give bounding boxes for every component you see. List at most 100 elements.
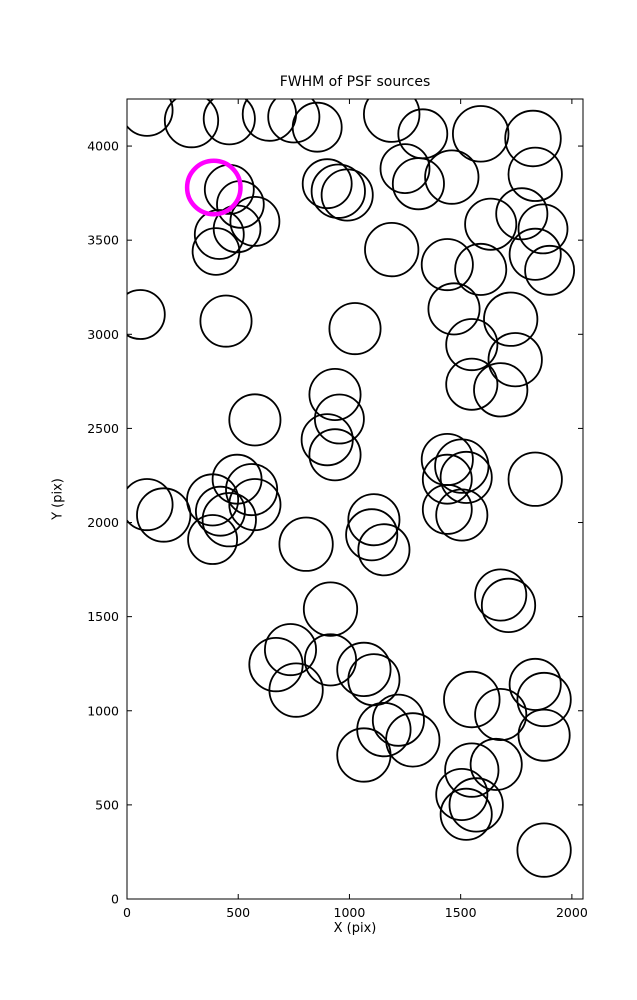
- psf-circle: [229, 195, 281, 247]
- psf-circle: [302, 581, 359, 637]
- psf-circle: [136, 487, 192, 543]
- psf-circle: [469, 737, 523, 791]
- psf-circle: [421, 453, 473, 505]
- psf-circle: [508, 657, 562, 711]
- psf-circle: [427, 282, 481, 336]
- psf-circle: [483, 291, 539, 347]
- psf-circle: [357, 523, 411, 577]
- psf-circle: [524, 244, 575, 296]
- psf-circle: [421, 483, 473, 535]
- psf-circle: [301, 158, 353, 210]
- psf-circle: [474, 688, 528, 742]
- psf-circle: [473, 362, 529, 418]
- psf-circle: [454, 242, 508, 296]
- psf-circle: [291, 101, 343, 153]
- psf-circle: [127, 289, 166, 340]
- psf-circle: [263, 623, 317, 677]
- psf-circle: [199, 294, 253, 348]
- psf-circle: [191, 227, 241, 276]
- psf-circle: [379, 143, 431, 195]
- psf-circle: [310, 163, 366, 219]
- psf-circle: [193, 209, 245, 260]
- y-tick-label: 1500: [87, 609, 119, 624]
- psf-circle: [480, 577, 537, 634]
- psf-circle: [424, 149, 480, 205]
- psf-circle: [313, 393, 365, 445]
- y-tick-label: 500: [95, 797, 119, 812]
- psf-circle: [202, 99, 256, 146]
- axes-box: [126, 98, 584, 900]
- psf-circle: [495, 187, 549, 241]
- x-tick-label: 500: [226, 905, 250, 920]
- psf-circle: [163, 99, 220, 149]
- psf-circle: [347, 653, 401, 707]
- y-tick-label: 2500: [87, 421, 119, 436]
- psf-circle: [328, 302, 382, 356]
- psf-circle: [127, 99, 174, 137]
- plot-title: FWHM of PSF sources: [279, 74, 431, 90]
- x-axis-label: X (pix): [333, 921, 377, 936]
- data-layer: [127, 99, 575, 878]
- psf-circle: [448, 777, 504, 833]
- psf-circle: [201, 492, 257, 548]
- psf-circle: [464, 197, 518, 251]
- psf-circle: [336, 641, 392, 698]
- psf-circle: [435, 768, 489, 822]
- psf-circle: [303, 633, 357, 687]
- psf-circle: [267, 99, 321, 144]
- psf-circle: [320, 168, 374, 222]
- psf-circle: [507, 451, 563, 507]
- psf-circle: [248, 636, 304, 693]
- psf-circle: [504, 109, 562, 168]
- psf-circle: [356, 701, 412, 758]
- psf-circle: [228, 393, 282, 447]
- psf-circle: [127, 478, 174, 532]
- x-tick-label: 0: [123, 905, 131, 920]
- psf-circle: [507, 146, 563, 202]
- psf-circle: [371, 693, 425, 747]
- psf-circle: [186, 473, 240, 527]
- psf-circle: [225, 463, 279, 517]
- psf-circle: [194, 485, 246, 537]
- psf-circle: [268, 662, 324, 718]
- y-tick-label: 3500: [87, 233, 119, 248]
- psf-circle: [420, 238, 474, 292]
- psf-circle: [517, 203, 569, 255]
- x-tick-label: 2000: [556, 905, 588, 920]
- psf-circle: [228, 478, 282, 532]
- psf-circle: [516, 671, 572, 728]
- psf-circle: [474, 568, 528, 622]
- psf-circle: [439, 450, 493, 504]
- psf-circle: [278, 516, 334, 572]
- psf-circle: [241, 99, 297, 142]
- psf-circle: [364, 222, 420, 278]
- y-tick-label: 4000: [87, 139, 119, 154]
- y-tick-label: 1000: [87, 703, 119, 718]
- psf-circle: [517, 708, 571, 762]
- psf-circle: [308, 367, 362, 421]
- psf-circle: [385, 712, 441, 768]
- psf-circle: [445, 318, 499, 372]
- psf-circle: [363, 99, 421, 143]
- psf-circle: [336, 727, 392, 783]
- psf-circle: [445, 357, 499, 411]
- psf-circle: [444, 742, 500, 798]
- psf-circle: [187, 514, 239, 565]
- psf-circle: [308, 428, 362, 482]
- highlighted-psf-circle: [184, 158, 243, 217]
- psf-circle: [508, 227, 562, 281]
- psf-circle: [345, 508, 399, 562]
- y-tick-label: 2000: [87, 515, 119, 530]
- x-tick-label: 1500: [445, 905, 477, 920]
- y-tick-label: 3000: [87, 327, 119, 342]
- psf-circle: [452, 105, 510, 163]
- y-tick-label: 0: [111, 892, 119, 907]
- psf-circle: [300, 413, 354, 467]
- psf-circle: [443, 670, 501, 729]
- psf-circle: [516, 822, 572, 878]
- psf-circle: [439, 787, 493, 841]
- psf-circle: [487, 332, 543, 388]
- psf-circle: [435, 488, 489, 542]
